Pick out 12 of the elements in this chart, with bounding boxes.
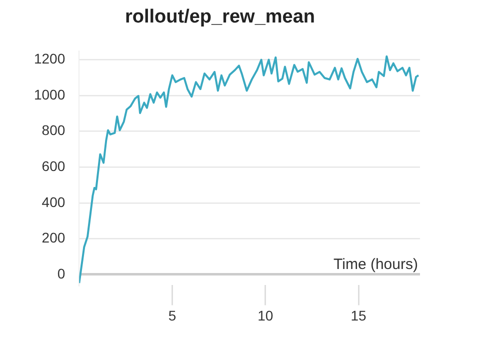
chart-title: rollout/ep_rew_mean [124, 6, 316, 28]
y-tick-label: 0 [57, 265, 66, 282]
x-tick-label: 5 [168, 307, 176, 324]
y-tick-label: 1000 [34, 86, 66, 102]
y-tick-label: 600 [42, 158, 66, 174]
x-axis-title: Time (hours) [334, 256, 418, 274]
y-tick-label: 800 [42, 122, 66, 138]
y-tick-label: 200 [42, 230, 66, 246]
x-tick-label: 15 [350, 307, 367, 324]
x-tick-label: 10 [258, 307, 274, 324]
y-tick-label: 1200 [34, 50, 66, 67]
y-tick-label: 400 [42, 194, 66, 210]
